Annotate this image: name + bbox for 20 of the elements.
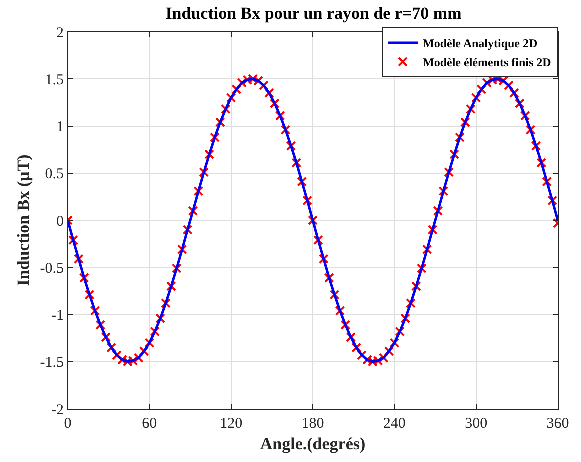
legend-label: Modèle éléments finis 2D	[423, 56, 552, 70]
x-tick-label: 240	[383, 416, 406, 432]
y-tick-label: 0	[56, 214, 64, 230]
y-tick-label: -1	[52, 308, 64, 324]
x-tick-label: 120	[220, 416, 243, 432]
y-tick-label: 0.5	[45, 166, 64, 183]
y-tick-label: -2	[52, 402, 64, 418]
x-tick-label: 60	[142, 416, 158, 432]
chart-title: Induction Bx pour un rayon de r=70 mm	[166, 4, 462, 23]
y-axis-title: Induction Bx (μT)	[14, 154, 33, 286]
y-tick-label: -1.5	[40, 355, 64, 372]
x-tick-label: 180	[302, 416, 324, 432]
y-tick-label: 1	[56, 120, 64, 136]
y-tick-label: -0.5	[40, 260, 64, 277]
y-tick-label: 2	[56, 25, 64, 42]
legend-label: Modèle Analytique 2D	[423, 36, 538, 51]
x-tick-label: 360	[546, 416, 570, 432]
x-tick-label: 300	[465, 416, 488, 432]
x-axis-title: Angle.(degrés)	[260, 434, 366, 454]
y-tick-label: 1.5	[45, 72, 64, 88]
